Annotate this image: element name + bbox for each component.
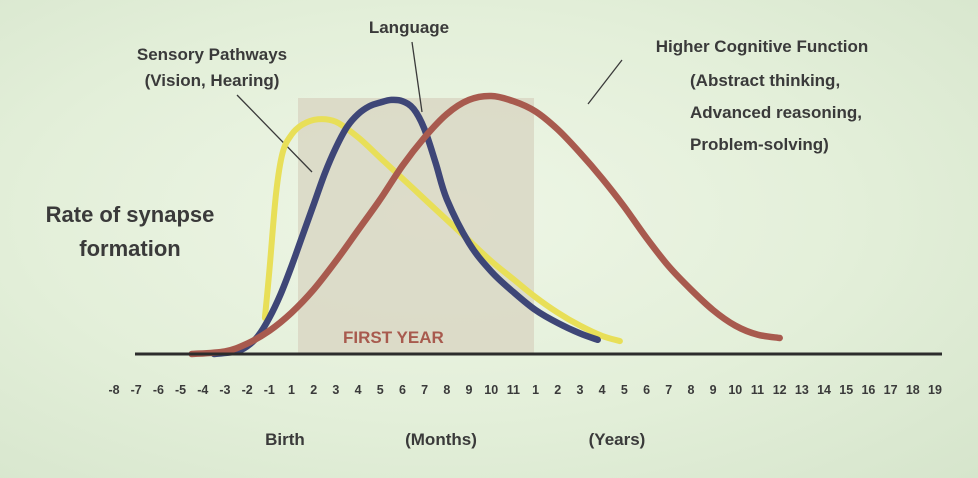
x-tick-label: 5 xyxy=(621,383,628,397)
x-tick-label: 5 xyxy=(377,383,384,397)
sensory-pointer-line xyxy=(236,94,313,173)
x-tick-label: 2 xyxy=(554,383,561,397)
higher-cognitive-pointer-line xyxy=(587,59,623,105)
x-tick-labels: -8 -7 -6 -5 -4 -3 -2 -1 1 2 3 4 5 6 7 8 9 10 11 1 2 3 4 5 6 7 8 9 10… xyxy=(108,383,942,397)
x-tick-label: 6 xyxy=(643,383,650,397)
x-tick-label: 11 xyxy=(507,383,520,397)
x-tick-label: 8 xyxy=(443,383,450,397)
x-tick-label: 4 xyxy=(355,383,362,397)
series-line-language xyxy=(210,96,601,358)
x-group-label-birth: Birth xyxy=(265,430,305,449)
series-sublabel-line1: (Abstract thinking, xyxy=(690,71,840,90)
y-axis-label-line2: formation xyxy=(79,236,180,261)
x-group-label-months: (Months) xyxy=(405,430,477,449)
x-tick-label: 14 xyxy=(817,383,831,397)
x-tick-label: 4 xyxy=(599,383,606,397)
x-tick-label: 10 xyxy=(728,383,742,397)
x-tick-label: 19 xyxy=(928,383,942,397)
x-tick-label: -3 xyxy=(219,383,230,397)
x-tick-label: -7 xyxy=(131,383,142,397)
language-pointer-line xyxy=(411,41,423,113)
series-label-language: Language xyxy=(369,18,449,37)
x-tick-label: 2 xyxy=(310,383,317,397)
series-sublabel-line3: Problem-solving) xyxy=(690,135,829,154)
x-tick-label: 3 xyxy=(576,383,583,397)
x-tick-label: -2 xyxy=(242,383,253,397)
x-tick-label: -6 xyxy=(153,383,164,397)
series-label-higher-cognitive: Higher Cognitive Function xyxy=(656,37,869,56)
x-tick-label: 6 xyxy=(399,383,406,397)
x-tick-label: -5 xyxy=(175,383,186,397)
x-tick-label: -4 xyxy=(197,383,208,397)
x-tick-label: 9 xyxy=(710,383,717,397)
x-tick-label: -1 xyxy=(264,383,275,397)
x-tick-label: 15 xyxy=(839,383,853,397)
x-tick-label: 7 xyxy=(421,383,428,397)
series-line-sensory xyxy=(261,116,623,345)
x-tick-label: 7 xyxy=(665,383,672,397)
x-tick-label: 10 xyxy=(484,383,498,397)
y-axis-label-line1: Rate of synapse xyxy=(46,202,215,227)
x-tick-label: 13 xyxy=(795,383,809,397)
x-tick-label: 17 xyxy=(884,383,898,397)
first-year-label: FIRST YEAR xyxy=(343,328,444,347)
first-year-band xyxy=(298,98,534,355)
series-label-sensory: Sensory Pathways xyxy=(137,45,287,64)
x-tick-label: 1 xyxy=(288,383,295,397)
series-sublabel-line2: Advanced reasoning, xyxy=(690,103,862,122)
x-group-label-years: (Years) xyxy=(589,430,646,449)
x-tick-label: 1 xyxy=(532,383,539,397)
x-tick-label: 8 xyxy=(687,383,694,397)
x-tick-label: 12 xyxy=(773,383,787,397)
series-label-sensory-line2: (Vision, Hearing) xyxy=(145,71,280,90)
x-tick-label: 11 xyxy=(751,383,764,397)
series-curves xyxy=(188,92,783,358)
x-tick-label: 16 xyxy=(861,383,875,397)
x-tick-label: 3 xyxy=(332,383,339,397)
series-line-higher-cognitive xyxy=(188,92,783,358)
x-tick-label: -8 xyxy=(108,383,119,397)
x-tick-label: 9 xyxy=(466,383,473,397)
x-tick-label: 18 xyxy=(906,383,920,397)
